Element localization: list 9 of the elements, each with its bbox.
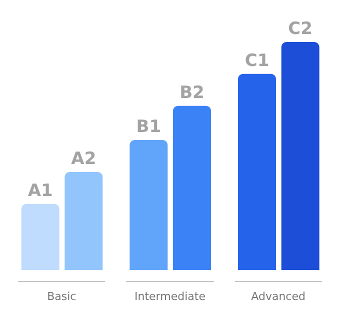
text: Basic — [46, 290, 78, 303]
text: Intermediate — [134, 290, 206, 303]
x-tick-label: B1 — [136, 117, 162, 138]
x-tick-label: C2 — [288, 19, 312, 39]
x-tick-label: A2 — [71, 148, 96, 169]
x-tick-label: A1 — [28, 180, 53, 201]
text: Advanced — [250, 290, 306, 303]
x-tick-label: C1 — [244, 50, 270, 71]
x-tick-label: B2 — [180, 82, 204, 103]
